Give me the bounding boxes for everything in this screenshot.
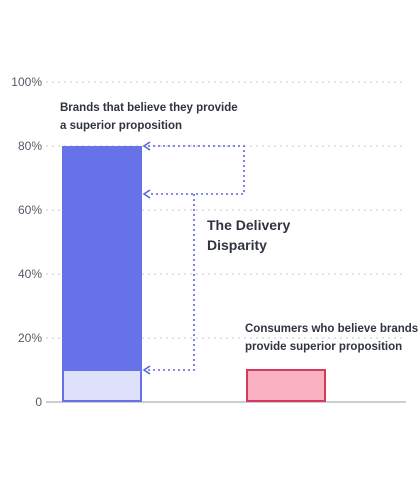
bar-1-label: Brands that believe they provide [60,102,238,114]
bar-1-inner-segment [62,369,142,402]
disparity-brackets [142,141,245,375]
arrow-head [142,189,151,199]
bar-2-label: provide superior proposition [245,341,402,353]
y-tick-label: 0 [35,395,42,409]
arrow-head [142,141,151,151]
bracket-top [148,145,245,195]
y-tick-label: 40% [18,267,42,281]
bar-labels: Brands that believe they provide a superi… [60,102,418,353]
bracket-bottom [148,194,195,371]
bar-1 [62,146,142,402]
bar-1-label: a superior proposition [60,120,182,132]
bar-2-label: Consumers who believe brands [245,323,418,335]
y-tick-label: 60% [18,203,42,217]
bar-2-outline [246,369,326,402]
y-tick-label: 80% [18,139,42,153]
annotation-text: Disparity [207,237,267,253]
y-tick-label: 20% [18,331,42,345]
delivery-disparity-annotation: The Delivery Disparity [207,217,290,253]
y-tick-label: 100% [11,75,42,89]
arrow-head [142,365,151,375]
y-tick-labels: 0 20% 40% 60% 80% 100% [11,75,42,409]
annotation-text: The Delivery [207,217,290,233]
bars [62,146,326,402]
